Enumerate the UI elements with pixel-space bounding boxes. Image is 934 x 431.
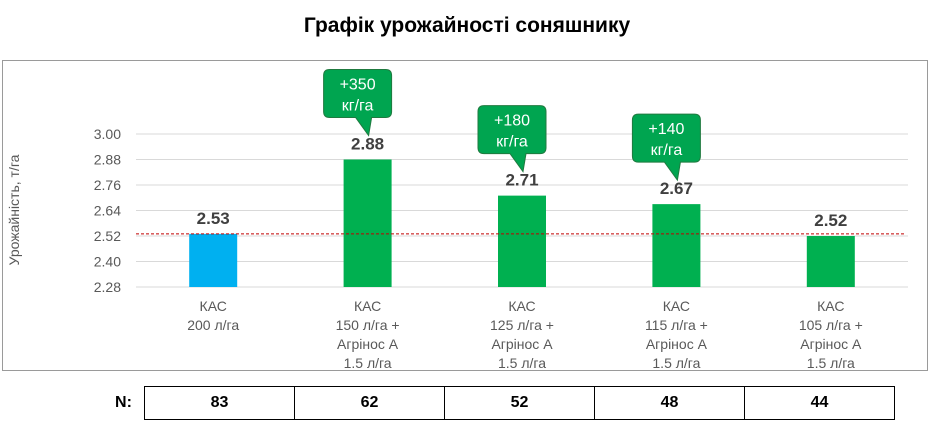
category-label-1-line-1: КАС [200, 298, 227, 314]
sample-count-table: N: 83 62 52 48 44 [103, 386, 895, 420]
category-label-2-line-2: 150 л/га + [336, 317, 400, 333]
bar-value-label-5: 2.52 [814, 211, 847, 230]
bar-value-label-1: 2.53 [197, 209, 230, 228]
callout-text-2-line-2: кг/га [496, 134, 528, 151]
category-label-4-line-1: КАС [663, 298, 690, 314]
bar-value-label-2: 2.88 [351, 135, 384, 154]
callout-bubble-3 [631, 113, 701, 182]
bar-value-label-3: 2.71 [505, 171, 538, 190]
category-label-5-line-2: 105 л/га + [799, 317, 863, 333]
bar-3 [498, 195, 546, 287]
bar-5 [806, 236, 855, 287]
y-tick-label-3: 2.64 [94, 203, 121, 219]
y-tick-label-4: 2.52 [94, 228, 121, 244]
category-label-5-line-1: КАС [817, 298, 844, 314]
y-tick-label-2: 2.76 [94, 177, 121, 193]
category-label-2-line-3: Агрінос А [337, 336, 399, 352]
category-label-4-line-3: Агрінос А [646, 336, 708, 352]
category-label-3-line-2: 125 л/га + [490, 317, 554, 333]
y-tick-label-5: 2.40 [94, 254, 121, 270]
category-label-1-line-2: 200 л/га [187, 317, 239, 333]
category-label-3-line-3: Агрінос А [491, 336, 553, 352]
bar-1 [189, 233, 238, 287]
category-label-5-line-3: Агрінос А [800, 336, 862, 352]
callout-bubble-1 [323, 69, 393, 137]
callout-text-1-line-1: +350 [340, 77, 376, 94]
plot-frame [2, 60, 928, 371]
category-label-3-line-4: 1.5 л/га [498, 355, 546, 371]
callout-text-3-line-1: +140 [648, 121, 684, 138]
callout-text-2-line-1: +180 [494, 113, 530, 130]
y-axis-label: Урожайність, т/га [6, 154, 22, 265]
category-label-3-line-1: КАС [508, 298, 535, 314]
n-cell-5: 44 [744, 386, 895, 420]
y-tick-label-6: 2.28 [94, 279, 121, 295]
n-label: N: [115, 394, 132, 411]
callout-bubble-2 [477, 105, 547, 173]
n-cell-3: 52 [444, 386, 595, 420]
n-cell-1: 83 [144, 386, 295, 420]
category-label-4-line-4: 1.5 л/га [652, 355, 700, 371]
category-label-4-line-2: 115 л/га + [645, 317, 708, 333]
n-cell-4: 48 [594, 386, 745, 420]
chart-title: Графік урожайності соняшнику [303, 14, 631, 37]
y-tick-label-0: 3.00 [94, 126, 121, 142]
bar-4 [652, 204, 701, 287]
category-label-5-line-4: 1.5 л/га [807, 355, 855, 371]
bar-2 [343, 159, 392, 287]
bar-value-label-4: 2.67 [660, 179, 693, 198]
callout-text-3-line-2: кг/га [651, 142, 683, 159]
callout-text-1-line-2: кг/га [342, 98, 374, 115]
n-cell-2: 62 [294, 386, 445, 420]
bar-chart: 3.00 2.88 2.76 2.64 2.52 2.40 2.28 Урожайність,… [6, 69, 908, 371]
category-label-2-line-1: КАС [354, 298, 381, 314]
y-tick-label-1: 2.88 [94, 152, 121, 168]
category-label-2-line-4: 1.5 л/га [344, 355, 392, 371]
